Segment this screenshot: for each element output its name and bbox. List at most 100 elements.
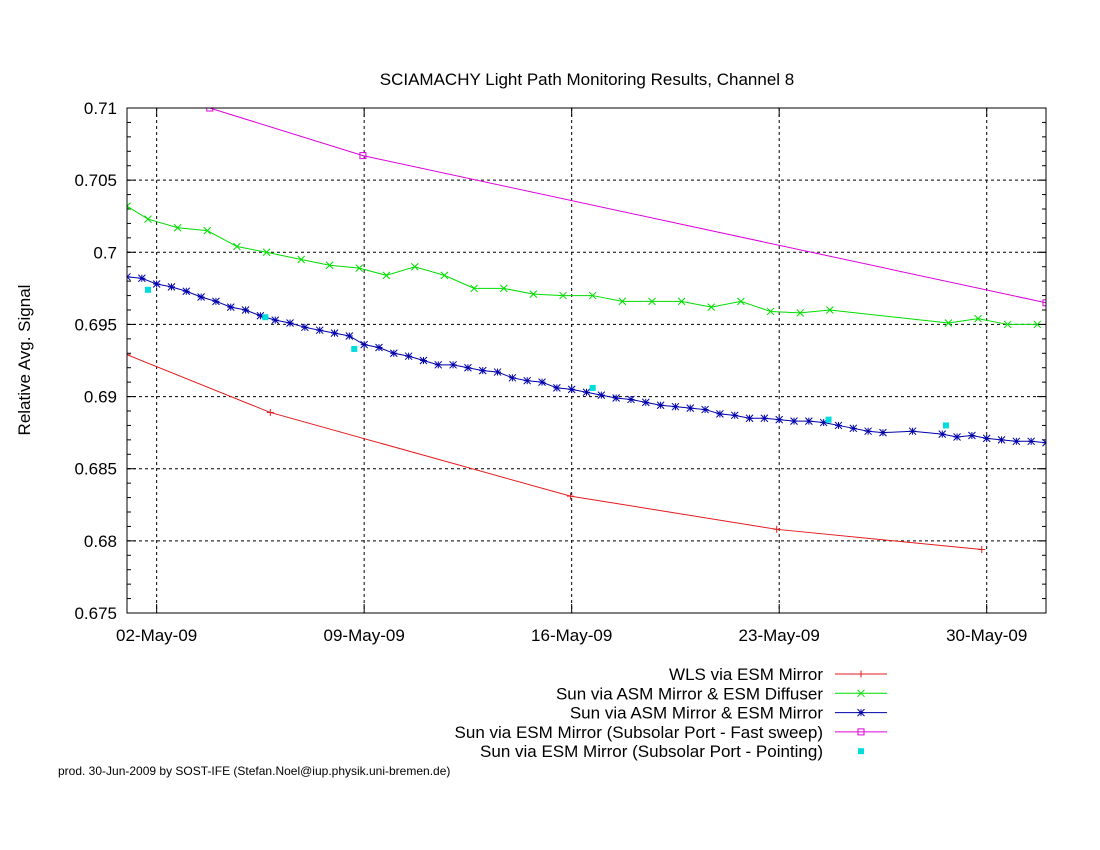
data-point: [440, 271, 449, 280]
legend-marker: [858, 748, 864, 755]
data-point: [974, 314, 982, 323]
marker-stroke: [790, 417, 798, 425]
data-point: [716, 410, 724, 418]
data-point: [968, 431, 976, 440]
data-point: [173, 223, 182, 232]
marker-stroke: [908, 427, 917, 436]
y-tick-label: 0.7: [93, 243, 117, 262]
data-point: [582, 388, 591, 397]
marker-stroke: [612, 394, 620, 402]
legend-label: Sun via ASM Mirror & ESM Diffuser: [556, 684, 823, 703]
data-point: [233, 242, 241, 251]
marker-stroke: [656, 401, 665, 410]
marker-stroke: [137, 274, 146, 283]
data-point: [627, 395, 635, 404]
marker-stroke: [440, 271, 449, 280]
data-point: [286, 319, 294, 327]
series-line: [209, 108, 1046, 304]
data-point: [206, 108, 214, 112]
marker-shape: [206, 108, 214, 112]
marker-stroke: [745, 414, 754, 423]
data-point: [297, 255, 306, 264]
data-point: [648, 297, 656, 306]
marker-stroke: [233, 242, 241, 251]
marker-stroke: [968, 431, 976, 440]
series-4: [144, 286, 949, 429]
data-point: [864, 427, 872, 436]
grid-lines: [127, 108, 1046, 613]
marker-stroke: [315, 326, 324, 335]
data-point: [790, 417, 798, 425]
data-point: [493, 368, 502, 376]
data-point: [262, 314, 269, 321]
data-point: [271, 316, 280, 324]
production-note: prod. 30-Jun-2009 by SOST-IFE (Stefan.No…: [58, 764, 451, 778]
marker-shape: [825, 416, 832, 423]
x-tick-label: 16-May-09: [531, 626, 612, 645]
data-point: [359, 152, 367, 160]
data-point: [1042, 299, 1046, 307]
marker-stroke: [953, 433, 961, 441]
x-tick-label: 02-May-09: [116, 626, 197, 645]
data-point: [701, 405, 709, 414]
marker-stroke: [582, 388, 591, 397]
data-point: [775, 415, 784, 424]
legend-label: Sun via ESM Mirror (Subsolar Port - Fast…: [455, 723, 823, 742]
marker-stroke: [857, 708, 865, 717]
data-point: [419, 356, 428, 365]
marker-stroke: [730, 411, 739, 420]
marker-stroke: [588, 291, 597, 300]
data-point: [389, 349, 398, 358]
data-point: [127, 202, 131, 210]
data-point: [203, 226, 212, 235]
marker-stroke: [152, 280, 161, 288]
marker-stroke: [686, 404, 695, 412]
marker-stroke: [834, 421, 843, 430]
y-tick-label: 0.705: [74, 171, 117, 190]
data-point: [553, 384, 561, 392]
chart-title: SCIAMACHY Light Path Monitoring Results,…: [380, 70, 795, 89]
data-point: [262, 248, 271, 257]
marker-stroke: [508, 373, 517, 382]
data-point: [804, 417, 813, 425]
legend-marker: [857, 728, 865, 736]
marker-stroke: [1033, 320, 1042, 329]
marker-stroke: [389, 349, 398, 358]
marker-stroke: [716, 410, 724, 418]
marker-stroke: [493, 368, 502, 376]
legend-marker: [857, 708, 865, 717]
marker-stroke: [677, 297, 686, 306]
data-point: [137, 274, 146, 283]
marker-stroke: [345, 332, 354, 340]
series-0: [127, 351, 986, 554]
marker-stroke: [470, 284, 478, 293]
data-point: [671, 402, 680, 411]
marker-stroke: [144, 215, 152, 223]
marker-stroke: [825, 306, 834, 314]
data-point: [508, 373, 517, 382]
x-tick-label: 30-May-09: [946, 626, 1027, 645]
marker-stroke: [627, 395, 635, 404]
data-point: [449, 360, 457, 369]
marker-stroke: [1042, 442, 1046, 447]
marker-stroke: [360, 340, 369, 349]
data-point: [997, 436, 1006, 444]
y-tick-label: 0.71: [84, 99, 117, 118]
data-point: [597, 391, 606, 399]
marker-stroke: [567, 385, 576, 394]
marker-stroke: [167, 283, 176, 291]
marker-stroke: [449, 360, 457, 369]
marker-stroke: [203, 226, 212, 235]
marker-stroke: [127, 205, 131, 210]
marker-shape: [351, 345, 358, 352]
data-point: [144, 286, 151, 293]
legend-label: WLS via ESM Mirror: [669, 665, 823, 684]
data-point: [523, 376, 532, 385]
y-tick-label: 0.68: [84, 532, 117, 551]
marker-stroke: [434, 360, 443, 369]
marker-shape: [589, 384, 596, 391]
marker-stroke: [262, 248, 271, 257]
axes: 0.675 0.68 0.685 0.69 0.695 0.7 0.705 0.71 02-Ma…: [74, 99, 1046, 645]
data-point: [766, 307, 775, 316]
data-point: [1042, 438, 1046, 447]
